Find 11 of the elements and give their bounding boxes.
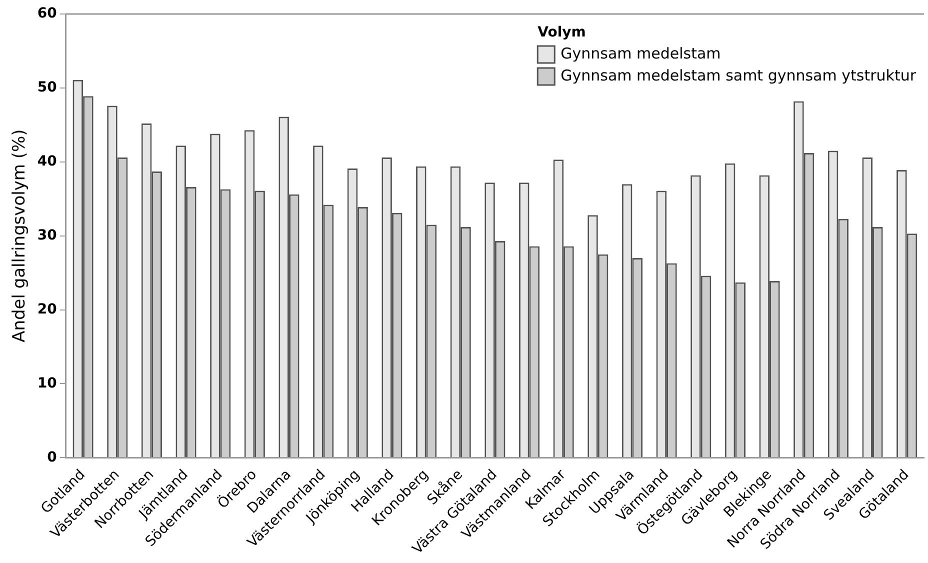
y-tick-label: 0	[47, 449, 58, 466]
legend-title: Volym	[538, 24, 586, 41]
legend-label: Gynnsam medelstam samt gynnsam ytstruktur	[560, 66, 917, 84]
y-tick-label: 40	[37, 154, 58, 170]
y-tick-label: 10	[37, 375, 58, 392]
y-tick-label: 60	[37, 6, 58, 22]
y-tick-label: 30	[37, 227, 58, 244]
y-tick-label: 20	[37, 301, 58, 318]
y-axis-title: Andel gallringsvolym (%)	[10, 129, 30, 342]
legend-label: Gynnsam medelstam	[560, 44, 721, 62]
y-tick-label: 50	[37, 80, 58, 96]
